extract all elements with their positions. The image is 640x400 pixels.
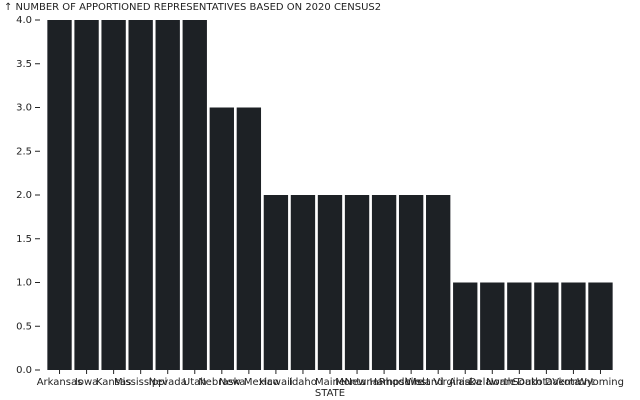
bar — [317, 195, 343, 370]
x-tick-label: Utah — [183, 377, 207, 388]
bar — [426, 195, 451, 370]
bar — [507, 282, 532, 370]
x-tick-label: Idaho — [289, 377, 317, 388]
x-tick-label: South Dakota — [513, 377, 581, 388]
x-tick-label: New Hampshire — [345, 377, 424, 388]
bar — [561, 282, 586, 370]
bar — [101, 20, 126, 370]
x-tick-label: Wyoming — [577, 377, 624, 388]
x-tick-label: Maine — [315, 377, 345, 388]
x-axis-title: STATE — [315, 388, 345, 399]
x-tick-label: Arkansas — [37, 377, 83, 388]
y-tick-label: 0.0 — [16, 365, 32, 376]
x-tick-label: Rhode Island — [379, 377, 444, 388]
x-tick-label: North Dakota — [486, 377, 553, 388]
x-tick-label: Iowa — [75, 377, 98, 388]
x-tick-label: Vermont — [552, 377, 594, 388]
y-tick-label: 3.5 — [16, 59, 32, 70]
bar — [534, 282, 559, 370]
bar — [588, 282, 613, 370]
chart-title: ↑ NUMBER OF APPORTIONED REPRESENTATIVES … — [4, 2, 381, 13]
y-tick-label: 0.5 — [16, 321, 32, 332]
bar — [182, 20, 207, 370]
bar — [128, 20, 153, 370]
x-tick-label: Delaware — [469, 377, 516, 388]
bar — [344, 195, 370, 370]
x-tick-label: Nevada — [149, 377, 187, 388]
y-tick-label: 2.5 — [16, 146, 32, 157]
bar — [155, 20, 180, 370]
bar — [290, 195, 316, 370]
y-tick-label: 3.0 — [16, 103, 32, 114]
y-tick-label: 1.0 — [16, 278, 32, 289]
x-tick-label: West Virginia — [405, 377, 470, 388]
x-tick-label: Hawaii — [259, 377, 293, 388]
x-tick-label: Mississippi — [114, 377, 167, 388]
x-tick-label: Kansas — [96, 377, 131, 388]
y-tick-label: 4.0 — [16, 15, 32, 26]
x-tick-label: Nebraska — [198, 377, 245, 388]
y-tick-label: 2.0 — [16, 190, 32, 201]
x-tick-label: Alaska — [449, 377, 482, 388]
bar — [236, 107, 262, 370]
bar — [371, 195, 397, 370]
bar — [209, 107, 234, 370]
x-tick-label: New Mexico — [219, 377, 279, 388]
x-tick-label: Montana — [335, 377, 379, 388]
bar — [398, 195, 424, 370]
y-tick-label: 1.5 — [16, 234, 32, 245]
bar — [47, 20, 72, 370]
bar — [74, 20, 99, 370]
bar — [453, 282, 478, 370]
bar — [480, 282, 505, 370]
bar — [263, 195, 289, 370]
